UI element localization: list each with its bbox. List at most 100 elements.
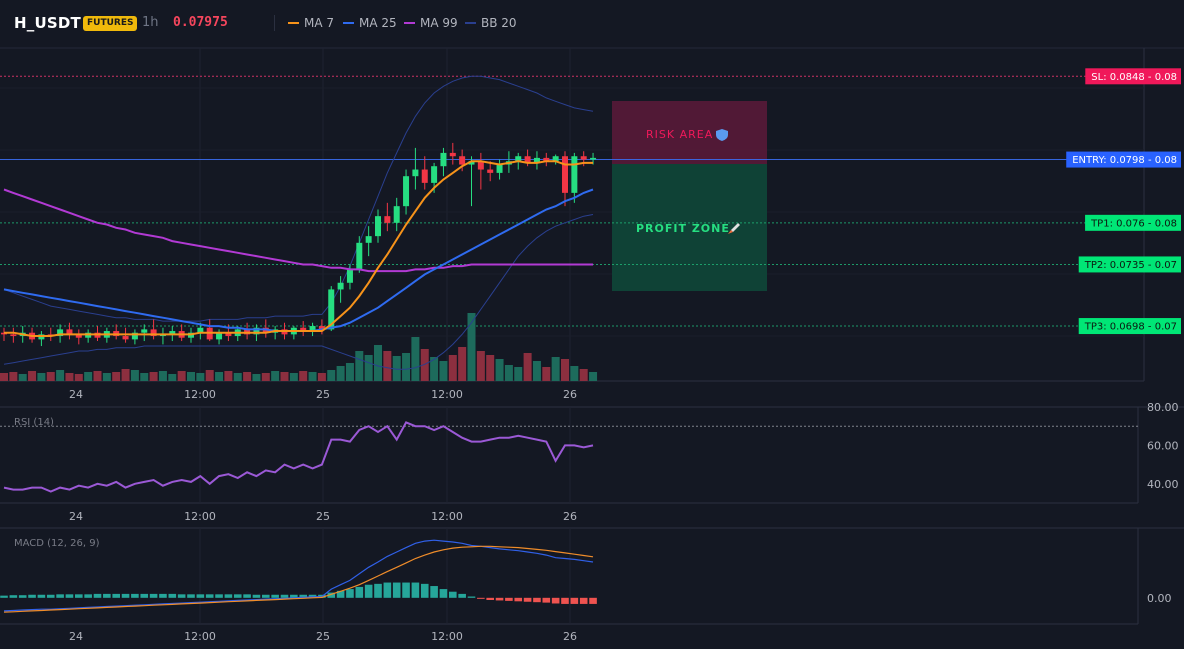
candle bbox=[150, 329, 157, 337]
trade-zones: RISK AREA PROFIT ZONE bbox=[612, 101, 767, 291]
candle bbox=[440, 152, 447, 167]
macd-pane: 0.00 bbox=[0, 539, 1172, 613]
level-tag-text-sl: SL: 0.0848 - 0.08 bbox=[1091, 72, 1177, 83]
volume-bar bbox=[65, 373, 74, 381]
ma25-label: MA 25 bbox=[359, 16, 397, 30]
volume-bar bbox=[205, 370, 214, 381]
ma25-line bbox=[3, 188, 594, 332]
macd-hist-bar bbox=[103, 593, 111, 598]
time-tick-label: 26 bbox=[563, 510, 577, 523]
macd-hist-bar bbox=[121, 593, 130, 598]
level-tag-tp1[interactable]: TP1: 0.076 - 0.08 bbox=[1085, 214, 1181, 231]
macd-hist-bar bbox=[449, 591, 457, 598]
macd-hist-bar bbox=[355, 586, 364, 598]
volume-bar bbox=[112, 372, 121, 381]
macd-hist-bar bbox=[542, 597, 551, 603]
level-tag-bg-entry bbox=[1066, 151, 1181, 168]
ma99-line bbox=[3, 188, 593, 273]
candle bbox=[571, 156, 578, 193]
candle bbox=[431, 166, 438, 183]
volume-bar bbox=[430, 357, 439, 381]
level-tag-bg-tp1 bbox=[1085, 214, 1181, 231]
volume-bar bbox=[476, 351, 485, 381]
chart-header: H_USDT FUTURES 1h 0.07975 MA 7 MA 25 MA … bbox=[0, 0, 1184, 48]
volume-bar bbox=[561, 359, 569, 381]
volume-bar bbox=[243, 372, 252, 381]
macd-hist-bar bbox=[140, 593, 149, 598]
level-tag-tp2[interactable]: TP2: 0.0735 - 0.07 bbox=[1078, 256, 1181, 273]
volume-bar bbox=[74, 374, 83, 381]
legend-ma7[interactable]: MA 7 bbox=[288, 16, 334, 30]
legend-bb20[interactable]: BB 20 bbox=[465, 16, 517, 30]
symbol-label[interactable]: H_USDT bbox=[14, 14, 81, 32]
time-tick-label: 25 bbox=[316, 630, 330, 643]
macd-hist-bar bbox=[346, 589, 354, 598]
candle bbox=[57, 329, 64, 337]
candle bbox=[75, 334, 82, 338]
macd-hist-bar bbox=[215, 594, 223, 598]
signal-line bbox=[3, 545, 594, 613]
level-tags[interactable]: SL: 0.0848 - 0.08 ENTRY: 0.0798 - 0.08 TP1… bbox=[1066, 68, 1181, 335]
candle bbox=[421, 169, 428, 183]
bb20-swatch bbox=[465, 22, 476, 24]
time-tick-label: 24 bbox=[69, 510, 83, 523]
level-tag-sl[interactable]: SL: 0.0848 - 0.08 bbox=[1085, 68, 1181, 85]
header-divider bbox=[274, 15, 275, 31]
last-price: 0.07975 bbox=[173, 15, 228, 30]
macd-hist-bar bbox=[430, 586, 438, 598]
volume-bar bbox=[177, 371, 186, 381]
volume-bar bbox=[168, 374, 177, 381]
candle bbox=[346, 269, 353, 283]
macd-hist-bar bbox=[458, 593, 466, 598]
volume-bar bbox=[158, 371, 167, 381]
bb-lower-line bbox=[3, 214, 594, 370]
macd-hist-bar bbox=[0, 595, 8, 598]
volume-bar bbox=[467, 313, 476, 381]
volume-bar bbox=[542, 367, 551, 381]
candle bbox=[496, 164, 503, 173]
level-tag-text-entry: ENTRY: 0.0798 - 0.08 bbox=[1072, 155, 1177, 166]
macd-hist-bar bbox=[177, 594, 186, 598]
macd-hist-bar bbox=[402, 582, 410, 598]
volume-bar bbox=[271, 371, 280, 381]
level-tag-tp3[interactable]: TP3: 0.0698 - 0.07 bbox=[1078, 318, 1181, 335]
price-levels bbox=[0, 75, 1144, 327]
macd-hist-bar bbox=[364, 584, 373, 598]
rsi-tick-label: 80.00 bbox=[1147, 401, 1179, 414]
macd-hist-bar bbox=[271, 594, 279, 598]
interval-label[interactable]: 1h bbox=[142, 15, 159, 30]
volume-bar bbox=[261, 373, 270, 381]
level-tag-entry[interactable]: ENTRY: 0.0798 - 0.08 bbox=[1066, 151, 1181, 168]
candle bbox=[449, 152, 456, 157]
candle bbox=[197, 327, 204, 333]
candle bbox=[356, 242, 363, 270]
volume-bar bbox=[570, 366, 579, 381]
volume-bar bbox=[523, 353, 532, 381]
volume-bar bbox=[46, 372, 55, 381]
time-tick-label: 24 bbox=[69, 388, 83, 401]
macd-hist-bar bbox=[579, 597, 588, 604]
candle bbox=[468, 161, 475, 165]
volume-bar bbox=[504, 365, 513, 381]
volume-bar bbox=[495, 359, 504, 381]
candle bbox=[328, 289, 335, 330]
legend-ma99[interactable]: MA 99 bbox=[404, 16, 458, 30]
candle bbox=[403, 176, 410, 207]
macd-hist-bar bbox=[65, 594, 74, 598]
volume-bar bbox=[37, 373, 46, 381]
macd-hist-bar bbox=[37, 594, 46, 598]
time-tick-label: 12:00 bbox=[184, 630, 216, 643]
macd-hist-bar bbox=[243, 594, 251, 598]
macd-hist-bar bbox=[131, 593, 139, 598]
macd-hist-bar bbox=[205, 594, 214, 598]
macd-tick-label: 0.00 bbox=[1147, 592, 1172, 605]
macd-hist-bar bbox=[112, 593, 120, 598]
candle bbox=[487, 169, 494, 173]
legend-ma25[interactable]: MA 25 bbox=[343, 16, 397, 30]
rsi-title: RSI (14) bbox=[14, 417, 54, 428]
volume-bar bbox=[233, 373, 242, 381]
volume-bar bbox=[374, 345, 382, 381]
bollinger-bands bbox=[3, 75, 594, 370]
macd-hist-bar bbox=[233, 594, 242, 598]
